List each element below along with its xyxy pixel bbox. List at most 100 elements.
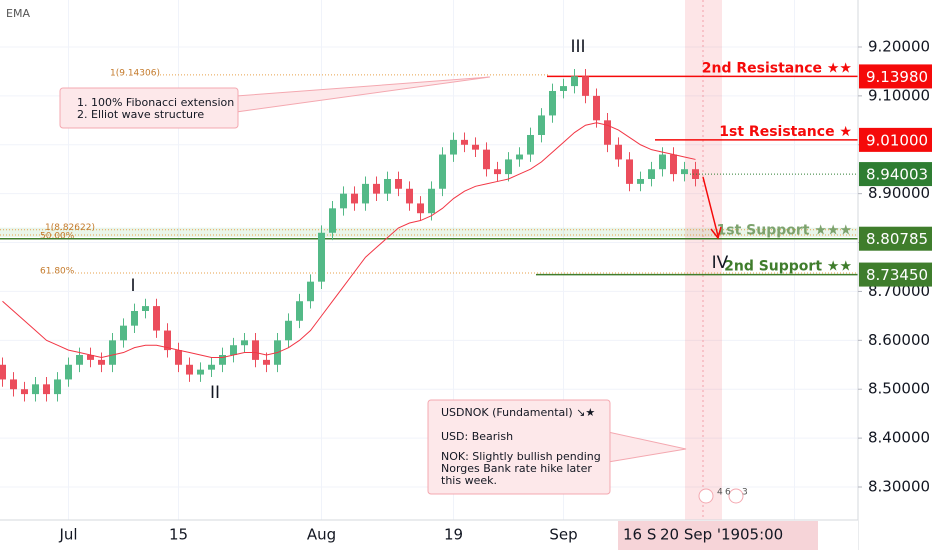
- candle-body: [76, 354, 83, 365]
- candle-body: [285, 320, 292, 341]
- event-icon: [728, 488, 744, 504]
- price-box: [859, 64, 932, 89]
- x-tick-label: Sep: [549, 526, 577, 544]
- y-tick-label: 8.40000: [868, 429, 930, 447]
- candle-body: [351, 193, 358, 204]
- note-text: 2. Elliot wave structure: [77, 108, 204, 121]
- wave-label: I: [130, 276, 135, 296]
- price-box: [859, 262, 932, 287]
- candle-body: [538, 115, 545, 135]
- time-marker-box: [618, 521, 818, 550]
- candle-body: [384, 178, 391, 194]
- candle-body: [164, 330, 171, 351]
- y-tick-label: 8.90000: [868, 184, 930, 202]
- time-marker-label: 16 S: [623, 526, 656, 544]
- time-marker-label: 20 Sep '19: [660, 526, 740, 544]
- x-tick-label: Jul: [58, 526, 77, 544]
- candle-body: [87, 354, 94, 360]
- event-count: 4: [717, 488, 723, 498]
- candle-body: [483, 149, 490, 170]
- candle-body: [65, 364, 72, 380]
- fib-label: 1(9.14306): [110, 68, 160, 78]
- wave-label: II: [210, 383, 220, 403]
- candle-body: [0, 364, 6, 380]
- arrow-head: [710, 226, 722, 240]
- candle-body: [428, 188, 435, 214]
- candle-body: [252, 340, 259, 360]
- candle-body: [527, 134, 534, 155]
- candle-body: [32, 384, 39, 395]
- note-text: Norges Bank rate hike later: [441, 462, 592, 475]
- fib-label: 1(8.82622): [45, 223, 95, 233]
- candle-body: [582, 76, 589, 96]
- note-box: [427, 399, 611, 495]
- candle-body: [593, 95, 600, 121]
- candle-body: [120, 325, 127, 341]
- candle-body: [373, 183, 380, 194]
- candle-body: [208, 364, 215, 370]
- candle-body: [186, 364, 193, 375]
- level-name: 2nd Resistance ★★: [702, 60, 852, 76]
- candle-body: [329, 208, 336, 233]
- price-box-label: 9.01000: [866, 131, 928, 149]
- note-box: [59, 87, 239, 129]
- y-tick-label: 9.10000: [868, 86, 930, 104]
- price-box-label: 8.73450: [866, 266, 928, 284]
- indicator-label: EMA: [6, 7, 30, 20]
- candle-body: [659, 154, 666, 170]
- x-tick-label: Aug: [307, 526, 336, 544]
- x-tick-label: 15: [169, 526, 188, 544]
- candle-body: [681, 169, 688, 175]
- candle-body: [98, 359, 105, 365]
- candle-body: [197, 369, 204, 375]
- candle-body: [505, 159, 512, 175]
- candle-body: [10, 379, 17, 390]
- candle-body: [439, 154, 446, 189]
- level-name: 2nd Support ★★: [724, 259, 852, 275]
- wave-label: IV: [712, 253, 729, 273]
- candle-body: [604, 120, 611, 145]
- time-marker-label: 05:00: [740, 526, 783, 544]
- candle-body: [692, 169, 699, 179]
- candle-body: [142, 306, 149, 311]
- y-tick-label: 8.60000: [868, 331, 930, 349]
- candle-body: [219, 354, 226, 365]
- ema-line: [2, 122, 696, 358]
- level-name: 1st Resistance ★: [719, 124, 852, 140]
- candle-body: [615, 144, 622, 160]
- candle-body: [516, 154, 523, 160]
- candle-body: [362, 183, 369, 204]
- candle-body: [109, 340, 116, 365]
- candle-body: [450, 139, 457, 155]
- candle-body: [241, 340, 248, 346]
- note-text: USD: Bearish: [441, 430, 513, 443]
- event-count: 3: [742, 488, 748, 498]
- candle-body: [175, 350, 182, 365]
- candle-body: [406, 188, 413, 204]
- candle-body: [318, 232, 325, 282]
- candle-body: [417, 203, 424, 214]
- note-text: USDNOK (Fundamental) ↘★: [441, 406, 595, 419]
- wave-label: III: [570, 37, 585, 57]
- candle-body: [549, 90, 556, 116]
- candle-body: [461, 139, 468, 145]
- note-text: this week.: [441, 474, 497, 487]
- candle-body: [670, 154, 677, 175]
- price-box: [859, 226, 932, 251]
- price-box-label: 8.94003: [866, 166, 928, 184]
- candle-body: [571, 76, 578, 87]
- price-box-label: 9.13980: [866, 68, 928, 86]
- candle-body: [340, 193, 347, 209]
- y-tick-label: 9.20000: [868, 37, 930, 55]
- price-box: [859, 127, 932, 152]
- candle-body: [494, 169, 501, 175]
- candle-body: [648, 169, 655, 179]
- y-tick-label: 8.30000: [868, 477, 930, 495]
- candle-body: [153, 306, 160, 331]
- candle-body: [560, 86, 567, 91]
- note-text: NOK: Slightly bullish pending: [441, 450, 601, 463]
- candle-body: [21, 389, 28, 395]
- event-count: 6: [725, 488, 731, 498]
- level-name: 1st Support ★★★: [717, 223, 852, 239]
